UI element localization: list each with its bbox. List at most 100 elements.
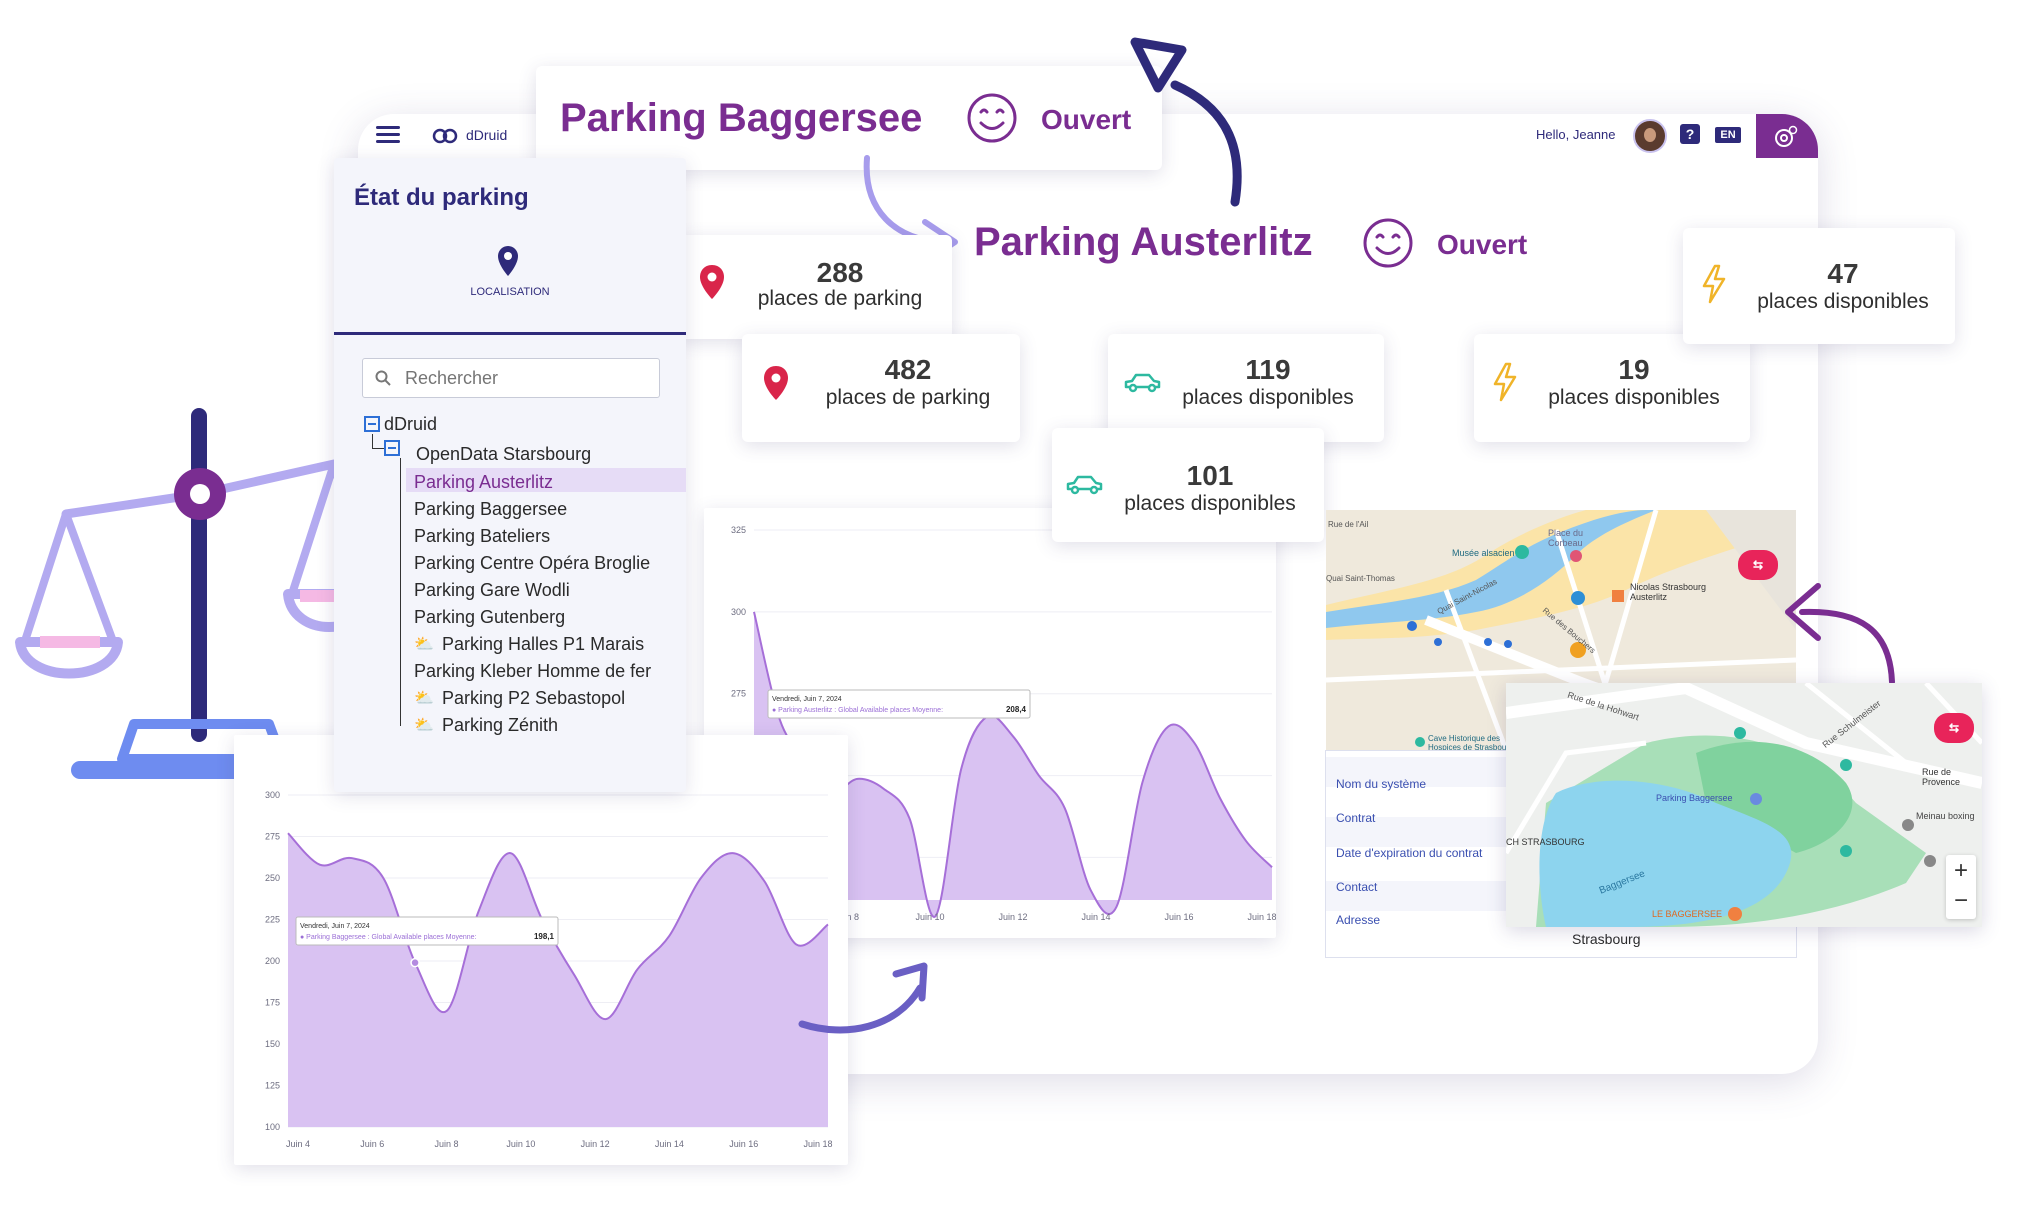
tree-item-parking-zenith[interactable]: Parking Zénith xyxy=(442,715,559,735)
arrow-decoration-map xyxy=(1785,583,1895,685)
car-icon xyxy=(1066,475,1103,495)
x-tick-label: Juin 12 xyxy=(581,1139,610,1149)
zoom-in-button[interactable]: + xyxy=(1953,857,1968,884)
parking-status-main: Ouvert xyxy=(1437,229,1528,260)
info-label: Date d'expiration du contrat xyxy=(1336,846,1483,860)
avatar[interactable] xyxy=(1633,119,1667,153)
map-label: Rue de Provence xyxy=(1922,767,1961,787)
x-tick-label: Juin 4 xyxy=(286,1139,310,1149)
address-value: Strasbourg xyxy=(1572,931,1641,947)
tree-item-parking-gutenberg[interactable]: Parking Gutenberg xyxy=(414,607,566,627)
sidebar: État du parking LOCALISATION dDruid Open… xyxy=(334,158,686,792)
status-card-baggersee: Parking Baggersee Ouvert xyxy=(536,66,1162,170)
stat-value: 19 xyxy=(1618,354,1650,385)
map-label: Quai Saint-Thomas xyxy=(1326,574,1395,583)
tab-label: LOCALISATION xyxy=(470,286,550,298)
settings-button[interactable] xyxy=(1756,114,1818,158)
map-label: LE BAGGERSEE xyxy=(1652,909,1723,919)
y-tick-label: 275 xyxy=(265,832,280,842)
parking-name: Parking Baggersee xyxy=(560,96,923,140)
menu-icon[interactable] xyxy=(376,126,400,144)
arrow-decoration-bottom xyxy=(798,962,928,1034)
area-fill xyxy=(288,833,828,1127)
data-point xyxy=(410,957,420,968)
stat-value: 288 xyxy=(816,257,864,288)
stat-card-available-ev-1: 19 places disponibles xyxy=(1474,334,1750,442)
greeting: Hello, Jeanne xyxy=(1536,127,1616,142)
tree-collapse-icon[interactable] xyxy=(384,440,400,456)
stat-label: places disponibles xyxy=(1124,492,1296,515)
x-tick-label: Juin 18 xyxy=(803,1139,832,1149)
y-tick-label: 100 xyxy=(265,1122,280,1132)
sidebar-title: État du parking xyxy=(354,184,529,211)
stat-value: 119 xyxy=(1245,354,1291,385)
parking-marker-icon[interactable]: ⇆ xyxy=(1738,550,1778,580)
tree-item-parking-austerlitz[interactable]: Parking Austerlitz xyxy=(414,472,554,492)
y-tick-label: 225 xyxy=(265,915,280,925)
stat-value: 482 xyxy=(884,354,932,385)
lightning-bolt-icon xyxy=(1702,264,1726,304)
map-label: Place du Corbeau xyxy=(1548,528,1584,548)
stat-value: 101 xyxy=(1186,460,1234,491)
tree-collapse-icon[interactable] xyxy=(364,416,380,432)
tree-item-selected-bg xyxy=(406,468,686,492)
smiley-icon xyxy=(967,93,1017,143)
x-tick-label: Juin 14 xyxy=(1081,912,1110,922)
tooltip-box xyxy=(767,689,1031,719)
location-pin-icon xyxy=(498,246,518,276)
parking-status: Ouvert xyxy=(1041,104,1132,135)
tree-item-parking-bateliers[interactable]: Parking Bateliers xyxy=(414,526,551,546)
tooltip-value: 198,1 xyxy=(534,932,555,941)
tree-item-parking-centre-opera-broglie[interactable]: Parking Centre Opéra Broglie xyxy=(414,553,651,573)
stat-label: places disponibles xyxy=(1757,290,1929,313)
tree-item-parking-gare-wodli[interactable]: Parking Gare Wodli xyxy=(414,580,570,600)
map-label: Cave Historique des Hospices de Strasbou… xyxy=(1428,734,1514,750)
tree-line xyxy=(400,458,401,726)
brand-logo-icon xyxy=(432,127,458,150)
x-tick-label: Juin 16 xyxy=(1164,912,1193,922)
x-tick-label: Juin 12 xyxy=(998,912,1027,922)
info-label: Adresse xyxy=(1336,913,1381,927)
tree-item-parking-kleber-homme-de-fer[interactable]: Parking Kleber Homme de fer xyxy=(414,661,652,681)
tooltip-date: Vendredi, Juin 7, 2024 xyxy=(300,923,370,930)
map-label: Rue de l'Ail xyxy=(1328,520,1369,529)
chart-baggersee: 300 275 250 225 200 175 150 125 100 Juin 4 Juin 6 J… xyxy=(234,735,848,1165)
language-button[interactable]: EN xyxy=(1715,127,1741,143)
x-tick-label: Juin 8 xyxy=(435,1139,459,1149)
parking-name-main: Parking Austerlitz xyxy=(974,220,1313,264)
gear-icon xyxy=(1775,125,1798,147)
stat-card-available-car-1: 119 places disponibles xyxy=(1108,334,1384,442)
location-pin-icon xyxy=(700,265,724,299)
map-label: Meinau boxing xyxy=(1916,811,1975,821)
tree-item-parking-p2-sebastopol[interactable]: Parking P2 Sebastopol xyxy=(442,688,626,708)
y-tick-label: 300 xyxy=(265,790,280,800)
tree-root[interactable]: dDruid xyxy=(384,414,438,434)
help-button[interactable]: ? xyxy=(1680,124,1700,144)
lightning-bolt-icon xyxy=(1493,362,1517,402)
info-label: Contact xyxy=(1336,880,1378,894)
tree-item-parking-halles-p1-marais[interactable]: Parking Halles P1 Marais xyxy=(442,634,645,654)
tab-localisation[interactable]: LOCALISATION xyxy=(334,244,686,335)
location-pin-icon xyxy=(764,366,788,400)
stat-card-available-car-2: 101 places disponibles xyxy=(1052,428,1324,542)
map-label: CH STRASBOURG xyxy=(1506,837,1585,847)
search-icon xyxy=(375,370,391,386)
y-tick-label: 150 xyxy=(265,1039,280,1049)
parking-marker-icon[interactable]: ⇆ xyxy=(1934,713,1974,743)
tooltip-value: 208,4 xyxy=(1006,705,1027,714)
map-baggersee[interactable]: Rue de la Hohwart Rue Schulmeister Rue d… xyxy=(1506,683,1982,927)
y-tick-label: 250 xyxy=(265,873,280,883)
map-label: Nicolas Strasbourg Austerlitz xyxy=(1630,582,1707,602)
x-tick-label: Juin 14 xyxy=(655,1139,684,1149)
car-icon xyxy=(1124,373,1161,393)
stat-label: places disponibles xyxy=(1182,386,1354,409)
search-box[interactable] xyxy=(362,358,660,398)
zoom-out-button[interactable]: − xyxy=(1953,887,1968,914)
map-label: Parking Baggersee xyxy=(1656,793,1733,803)
info-label: Contrat xyxy=(1336,811,1376,825)
brand-name: dDruid xyxy=(466,127,508,143)
tree-group[interactable]: OpenData Starsbourg xyxy=(416,444,592,464)
tree-item-parking-baggersee[interactable]: Parking Baggersee xyxy=(414,499,568,519)
y-tick-label: 175 xyxy=(265,998,280,1008)
search-input[interactable] xyxy=(403,365,647,391)
